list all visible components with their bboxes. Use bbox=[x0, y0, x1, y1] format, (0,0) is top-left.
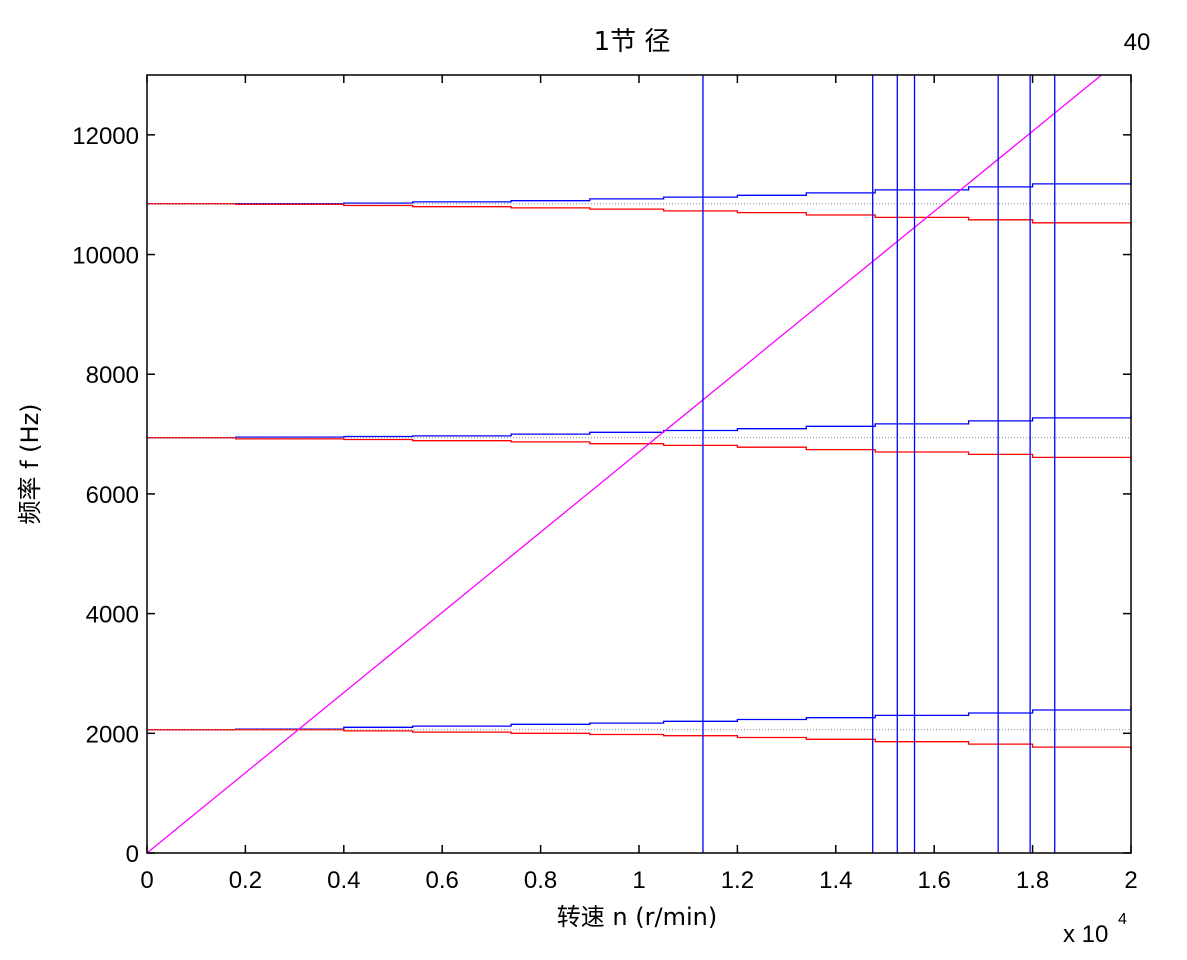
x-tick-label: 1.2 bbox=[721, 867, 754, 894]
series-line-5 bbox=[147, 203, 1132, 227]
series-line-4 bbox=[147, 180, 1132, 205]
y-tick-label: 2000 bbox=[86, 721, 139, 748]
x-tick-label: 0.8 bbox=[524, 867, 557, 894]
x-tick-label: 1.4 bbox=[819, 867, 852, 894]
plot-area bbox=[147, 75, 1131, 853]
series-line-6 bbox=[146, 74, 1102, 854]
y-tick-label: 4000 bbox=[86, 602, 139, 629]
series-layer bbox=[146, 74, 1132, 854]
y-tick-label: 0 bbox=[126, 841, 139, 868]
x-tick-label: 0.4 bbox=[327, 867, 360, 894]
vertical-lines-layer bbox=[702, 75, 1056, 853]
x-multiplier-exponent: 4 bbox=[1118, 911, 1127, 928]
series-line-3 bbox=[147, 437, 1132, 461]
y-tick-label: 6000 bbox=[86, 482, 139, 509]
y-tick-label: 10000 bbox=[72, 243, 139, 270]
chart-title: 1节 径 bbox=[594, 27, 671, 57]
x-tick-label: 0 bbox=[140, 867, 153, 894]
x-axis-label: 转速 n (r/min) bbox=[557, 903, 717, 931]
x-tick-label: 0.6 bbox=[426, 867, 459, 894]
plot-frame bbox=[146, 74, 1132, 854]
series-line-1 bbox=[147, 729, 1132, 752]
x-tick-label: 2 bbox=[1124, 867, 1137, 894]
series-line-0 bbox=[147, 706, 1132, 731]
tick-layer: 0 0.2 0.4 0.6 0.8 1 1.2 1.4 1.6 1.8 2 0 2000 4000 6000… bbox=[72, 75, 1138, 894]
x-multiplier: x 10 bbox=[1063, 921, 1108, 948]
y-tick-label: 12000 bbox=[72, 123, 139, 150]
x-tick-label: 1.6 bbox=[918, 867, 951, 894]
x-tick-label: 1 bbox=[632, 867, 645, 894]
y-axis-label: 频率 f (Hz) bbox=[16, 403, 44, 524]
x-tick-label: 1.8 bbox=[1016, 867, 1049, 894]
series-line-2 bbox=[147, 414, 1132, 439]
corner-label: 40 bbox=[1124, 29, 1151, 56]
x-tick-label: 0.2 bbox=[229, 867, 262, 894]
y-tick-label: 8000 bbox=[86, 362, 139, 389]
